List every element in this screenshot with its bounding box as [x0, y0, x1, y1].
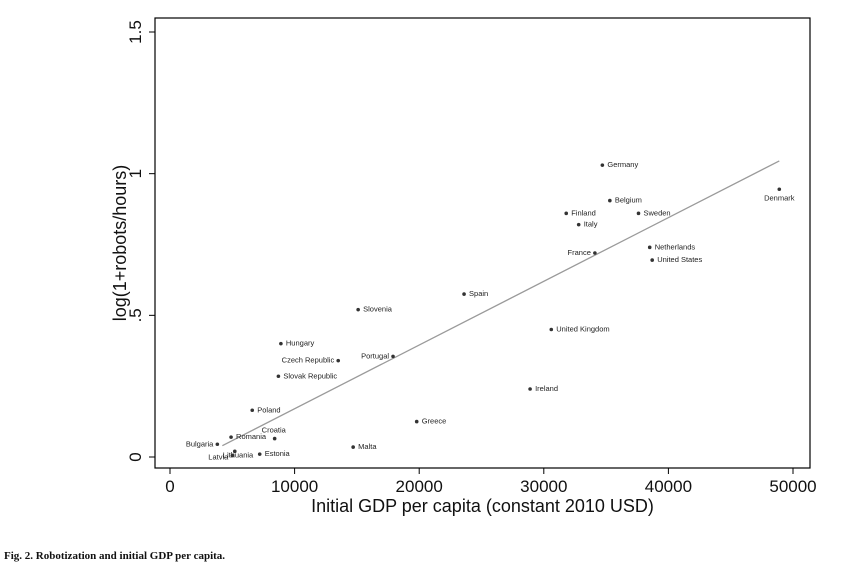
point-label-ireland: Ireland: [535, 384, 558, 393]
figure-number: Fig. 2.: [4, 550, 34, 562]
x-tick-label: 0: [165, 477, 174, 496]
point-label-belgium: Belgium: [615, 196, 642, 205]
point-belgium: [608, 198, 612, 203]
point-germany: [600, 163, 605, 167]
point-label-lithuania: Lithuania: [223, 450, 254, 459]
point-label-slovak-republic: Slovak Republic: [283, 371, 337, 380]
point-label-romania: Romania: [236, 432, 267, 441]
point-lithuania: [232, 449, 237, 454]
point-label-sweden: Sweden: [643, 208, 670, 217]
point-label-netherlands: Netherlands: [655, 242, 696, 251]
point-label-poland: Poland: [257, 405, 280, 414]
point-ireland: [528, 387, 532, 391]
y-tick-label: 0: [126, 452, 145, 461]
fit-line: [222, 160, 780, 447]
point-label-germany: Germany: [607, 160, 638, 169]
y-tick-label: 1.5: [126, 20, 145, 44]
point-label-malta: Malta: [358, 442, 377, 451]
x-tick-label: 30000: [520, 477, 567, 496]
y-tick-label: .5: [126, 308, 145, 322]
point-sweden: [636, 211, 641, 216]
point-united-states: [650, 258, 655, 262]
point-denmark: [777, 187, 782, 192]
y-tick-label: 1: [126, 169, 145, 178]
x-tick-label: 10000: [271, 477, 318, 496]
scatter-chart: Germany Belgium Finland Sweden Italy Denmark N…: [110, 17, 817, 516]
point-label-united-states: United States: [657, 255, 702, 264]
point-label-france: France: [568, 248, 591, 257]
point-malta: [351, 445, 355, 449]
point-label-italy: Italy: [584, 220, 598, 229]
x-tick-label: 20000: [396, 477, 443, 496]
point-croatia: [272, 436, 277, 441]
point-slovenia: [356, 307, 360, 312]
figure-caption: Fig. 2. Robotization and initial GDP per…: [4, 550, 225, 562]
point-greece: [414, 419, 419, 424]
point-label-hungary: Hungary: [286, 339, 315, 348]
x-tick-label: 40000: [645, 477, 692, 496]
point-slovak-republic: [276, 374, 281, 379]
point-label-greece: Greece: [422, 417, 447, 426]
point-label-czech-republic: Czech Republic: [282, 356, 335, 365]
plot-area: [154, 17, 811, 469]
point-netherlands: [647, 245, 652, 250]
y-axis-title: log(1+robots/hours): [110, 165, 130, 322]
point-romania: [229, 435, 233, 439]
point-label-estonia: Estonia: [265, 449, 291, 458]
point-label-spain: Spain: [469, 289, 488, 298]
x-axis-title: Initial GDP per capita (constant 2010 US…: [311, 496, 654, 516]
point-label-united-kingdom: United Kingdom: [556, 325, 609, 334]
point-portugal: [391, 354, 395, 359]
point-label-latvia: Latvia: [208, 453, 229, 462]
point-poland: [250, 408, 255, 413]
point-estonia: [257, 452, 262, 456]
point-label-croatia: Croatia: [262, 426, 287, 435]
point-hungary: [279, 341, 283, 346]
point-czech-republic: [336, 358, 341, 363]
point-united-kingdom: [549, 327, 554, 332]
point-label-slovenia: Slovenia: [363, 305, 393, 314]
point-bulgaria: [215, 442, 220, 447]
x-tick-label: 50000: [769, 477, 816, 496]
point-france: [593, 251, 597, 255]
point-label-portugal: Portugal: [361, 351, 389, 360]
figure-caption-text: Robotization and initial GDP per capita.: [35, 550, 226, 562]
point-label-bulgaria: Bulgaria: [186, 439, 214, 448]
point-latvia: [230, 453, 235, 458]
point-label-denmark: Denmark: [764, 193, 795, 202]
point-spain: [462, 292, 466, 296]
point-italy: [576, 222, 581, 227]
point-finland: [564, 211, 569, 216]
point-label-finland: Finland: [571, 208, 596, 217]
